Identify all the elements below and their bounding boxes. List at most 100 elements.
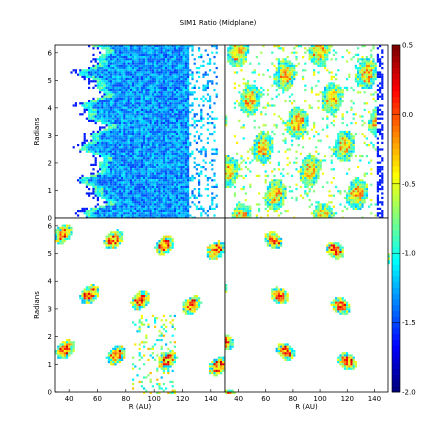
colorbar-segment bbox=[392, 114, 400, 121]
colorbar-segment bbox=[392, 328, 400, 335]
colorbar-segment bbox=[392, 351, 400, 358]
colorbar-segment bbox=[392, 149, 400, 156]
colorbar-segment bbox=[392, 91, 400, 98]
colorbar-segment bbox=[392, 68, 400, 75]
colorbar-segment bbox=[392, 247, 400, 254]
y-tick-label: 4 bbox=[48, 278, 53, 286]
colorbar-segment bbox=[392, 212, 400, 219]
colorbar-segment bbox=[392, 363, 400, 370]
colorbar-segment bbox=[392, 368, 400, 375]
colorbar-segment bbox=[392, 322, 400, 329]
y-tick-label: 3 bbox=[48, 305, 52, 313]
y-tick-label: 5 bbox=[48, 250, 52, 258]
colorbar-segment bbox=[392, 195, 400, 202]
colorbar-segment bbox=[392, 102, 400, 109]
colorbar-segment bbox=[392, 311, 400, 318]
chart-title: SIM1 Ratio (Midplane) bbox=[180, 19, 257, 27]
colorbar-segment bbox=[392, 241, 400, 248]
colorbar: 0.5 0.0 -0.5 -1.0 -1.5 -2.0 bbox=[391, 42, 416, 397]
colorbar-segment bbox=[392, 270, 400, 277]
x-tick-label: 120 bbox=[341, 395, 354, 403]
colorbar-segment bbox=[392, 253, 400, 260]
y-tick-label: 5 bbox=[48, 77, 52, 85]
colorbar-tick-label: 0.0 bbox=[402, 111, 413, 119]
colorbar-segment bbox=[392, 85, 400, 92]
y-tick-label: 6 bbox=[48, 49, 53, 57]
colorbar-segment bbox=[392, 143, 400, 150]
colorbar-segment bbox=[392, 154, 400, 161]
y-tick-label: 3 bbox=[48, 132, 52, 140]
colorbar-segment bbox=[392, 374, 400, 381]
colorbar-segment bbox=[392, 316, 400, 323]
colorbar-segment bbox=[392, 172, 400, 179]
panel-bottom-right: 40 60 80 100 120 140 R (AU) bbox=[224, 217, 390, 411]
colorbar-segment bbox=[392, 137, 400, 144]
colorbar-segment bbox=[392, 183, 400, 190]
colorbar-segment bbox=[392, 218, 400, 225]
x-tick-label: 80 bbox=[288, 395, 297, 403]
colorbar-segment bbox=[392, 235, 400, 242]
colorbar-segment bbox=[392, 120, 400, 127]
panel-background bbox=[225, 218, 388, 392]
colorbar-segment bbox=[392, 258, 400, 266]
x-tick-label: 100 bbox=[147, 395, 160, 403]
colorbar-segment bbox=[392, 189, 400, 196]
colorbar-segment bbox=[392, 62, 400, 69]
colorbar-segment bbox=[392, 305, 400, 312]
colorbar-tick-label: -0.5 bbox=[402, 180, 416, 188]
colorbar-segment bbox=[392, 166, 400, 173]
panel-top-right bbox=[224, 44, 389, 219]
x-tick-label: 140 bbox=[368, 395, 381, 403]
x-tick-label: 140 bbox=[204, 395, 217, 403]
colorbar-tick-label: -2.0 bbox=[402, 389, 416, 397]
heatmap-cells bbox=[225, 45, 384, 219]
x-tick-label: 40 bbox=[65, 395, 74, 403]
colorbar-segment bbox=[392, 345, 400, 352]
colorbar-segment bbox=[392, 50, 400, 57]
colorbar-segment bbox=[392, 230, 400, 237]
heatmap-cells bbox=[225, 231, 390, 394]
x-tick-label: 60 bbox=[261, 395, 270, 403]
colorbar-segment bbox=[392, 160, 400, 167]
colorbar-tick-label: -1.0 bbox=[402, 250, 416, 258]
colorbar-segment bbox=[392, 282, 400, 289]
y-tick-label: 0 bbox=[48, 215, 52, 223]
colorbar-segment bbox=[392, 131, 400, 138]
colorbar-segment bbox=[392, 276, 400, 283]
colorbar-segment bbox=[392, 339, 400, 347]
heatmap-cells bbox=[55, 224, 227, 394]
colorbar-segment bbox=[392, 380, 400, 387]
colorbar-segment bbox=[392, 201, 400, 208]
x-axis-label: R (AU) bbox=[295, 403, 318, 411]
y-axis-label: Radians bbox=[33, 291, 41, 319]
x-tick-label: 40 bbox=[234, 395, 243, 403]
y-tick-label: 6 bbox=[48, 222, 53, 230]
colorbar-segment bbox=[392, 224, 400, 231]
heatmap-cells bbox=[70, 45, 218, 219]
x-tick-label: 100 bbox=[313, 395, 326, 403]
x-tick-label: 120 bbox=[176, 395, 189, 403]
colorbar-segment bbox=[392, 334, 400, 341]
colorbar-tick-label: 0.5 bbox=[402, 42, 413, 50]
colorbar-segment bbox=[392, 56, 400, 63]
colorbar-segment bbox=[392, 73, 400, 80]
y-tick-label: 1 bbox=[48, 361, 52, 369]
colorbar-segment bbox=[392, 299, 400, 306]
colorbar-segment bbox=[392, 287, 400, 294]
x-tick-label: 80 bbox=[121, 395, 130, 403]
colorbar-segment bbox=[392, 206, 400, 214]
y-tick-label: 0 bbox=[48, 389, 52, 397]
colorbar-segment bbox=[392, 264, 400, 271]
colorbar-segment bbox=[392, 97, 400, 104]
x-tick-label: 60 bbox=[93, 395, 102, 403]
colorbar-segment bbox=[392, 357, 400, 364]
colorbar-segment bbox=[392, 79, 400, 86]
y-tick-label: 1 bbox=[48, 187, 52, 195]
panels-group: 0 1 2 3 4 5 6 Radians 0 1 2 3 4 5 6 Radians 40 60 80 100 120… bbox=[33, 44, 390, 411]
x-axis-label: R (AU) bbox=[129, 403, 152, 411]
colorbar-segment bbox=[392, 386, 400, 393]
colorbar-segment bbox=[392, 178, 400, 185]
panel-frame bbox=[224, 217, 389, 393]
colorbar-segment bbox=[392, 108, 400, 115]
y-tick-label: 2 bbox=[48, 159, 52, 167]
